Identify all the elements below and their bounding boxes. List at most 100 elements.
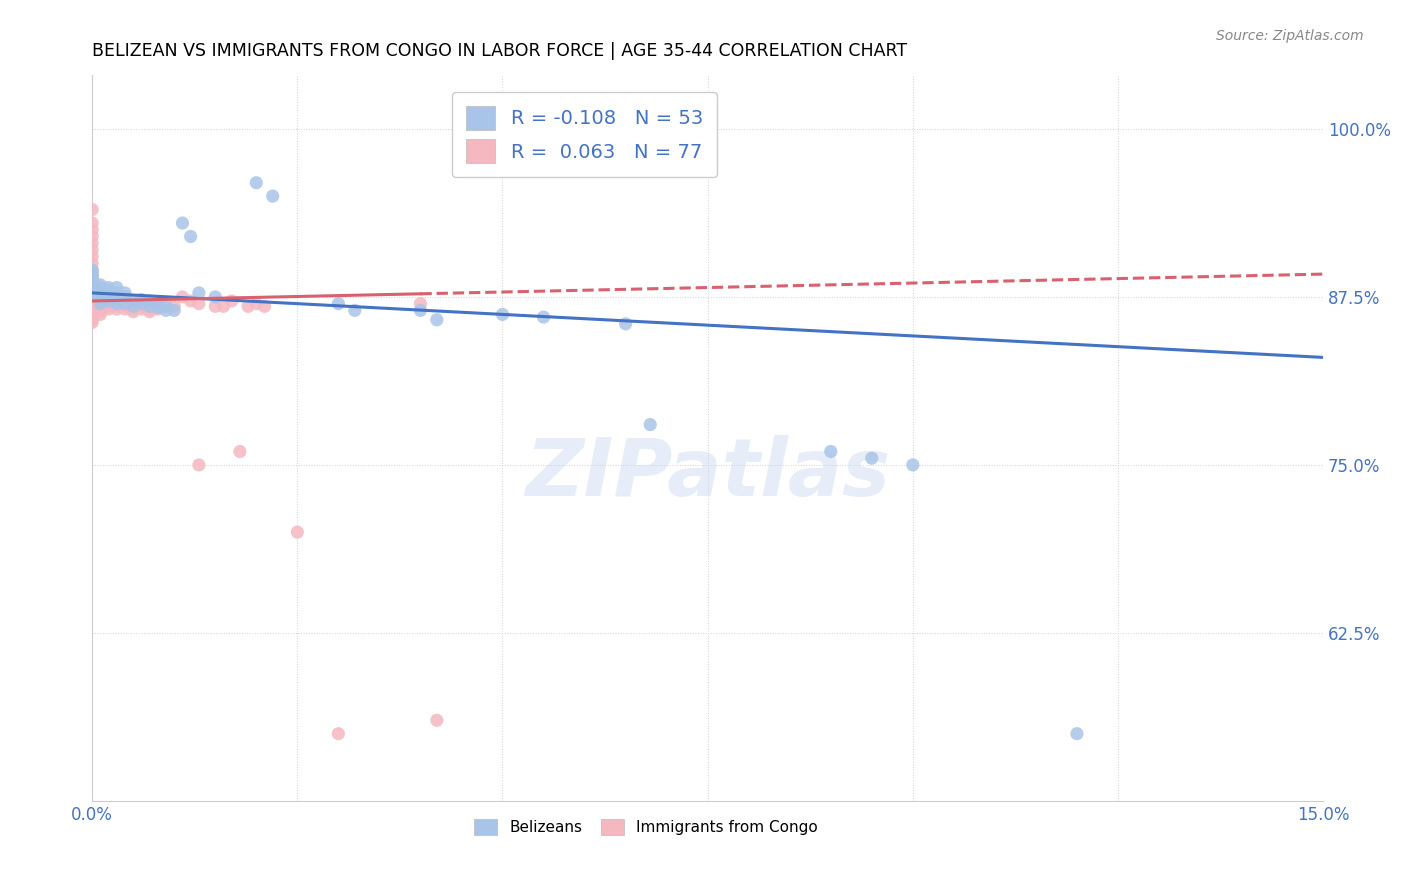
Point <box>97 285 120 300</box>
Point <box>285 525 308 540</box>
Point <box>89 296 111 310</box>
Point <box>114 290 136 304</box>
Point <box>89 277 111 292</box>
Point <box>97 290 120 304</box>
Point <box>97 293 120 308</box>
Point <box>89 304 111 318</box>
Point <box>155 303 177 318</box>
Point <box>155 299 177 313</box>
Point <box>131 293 153 307</box>
Point <box>97 299 120 313</box>
Point <box>105 291 128 305</box>
Point <box>131 296 153 310</box>
Point <box>122 299 145 313</box>
Point <box>82 272 104 286</box>
Point <box>82 316 104 330</box>
Point <box>82 256 104 270</box>
Point <box>533 310 555 324</box>
Legend: Belizeans, Immigrants from Congo: Belizeans, Immigrants from Congo <box>465 810 827 844</box>
Point <box>82 250 104 264</box>
Point <box>82 236 104 251</box>
Point <box>82 223 104 237</box>
Point <box>114 285 136 300</box>
Point <box>82 304 104 318</box>
Point <box>328 296 350 310</box>
Point <box>82 263 104 277</box>
Point <box>89 288 111 302</box>
Point <box>180 293 202 308</box>
Point <box>114 299 136 313</box>
Point <box>638 417 661 432</box>
Point <box>105 299 128 313</box>
Point <box>82 277 104 292</box>
Point <box>343 303 366 318</box>
Point <box>163 303 186 318</box>
Point <box>82 268 104 283</box>
Point <box>82 288 104 302</box>
Point <box>245 296 267 310</box>
Point <box>491 307 513 321</box>
Point <box>820 444 842 458</box>
Point <box>187 296 209 310</box>
Point <box>82 280 104 294</box>
Point <box>97 283 120 297</box>
Point <box>82 291 104 305</box>
Point <box>221 293 243 308</box>
Point <box>82 280 104 294</box>
Point <box>105 301 128 316</box>
Point <box>114 296 136 310</box>
Point <box>860 451 883 466</box>
Point <box>187 458 209 472</box>
Point <box>82 299 104 313</box>
Point <box>89 285 111 300</box>
Point <box>146 299 169 313</box>
Point <box>82 243 104 257</box>
Point <box>82 293 104 308</box>
Point <box>172 290 194 304</box>
Point <box>138 301 160 316</box>
Point <box>89 296 111 310</box>
Point <box>122 293 145 308</box>
Point <box>82 216 104 230</box>
Point <box>89 290 111 304</box>
Point <box>82 307 104 321</box>
Point <box>146 296 169 310</box>
Point <box>89 301 111 316</box>
Point <box>236 299 259 313</box>
Point <box>114 296 136 310</box>
Point <box>82 310 104 324</box>
Point <box>131 301 153 316</box>
Point <box>155 296 177 310</box>
Point <box>901 458 924 472</box>
Point <box>89 280 111 294</box>
Point <box>426 313 449 327</box>
Point <box>1066 727 1088 741</box>
Point <box>262 189 284 203</box>
Point <box>245 176 267 190</box>
Point <box>82 267 104 281</box>
Point <box>138 293 160 308</box>
Point <box>82 277 104 291</box>
Point <box>426 713 449 727</box>
Point <box>614 317 637 331</box>
Point <box>253 299 276 313</box>
Point <box>82 283 104 297</box>
Point <box>89 283 111 297</box>
Point <box>97 288 120 302</box>
Point <box>187 285 209 300</box>
Point <box>131 299 153 313</box>
Point <box>105 293 128 308</box>
Point <box>122 304 145 318</box>
Point <box>180 229 202 244</box>
Point <box>105 280 128 294</box>
Point <box>89 293 111 308</box>
Point <box>82 313 104 327</box>
Point <box>82 274 104 288</box>
Point <box>138 304 160 318</box>
Point <box>89 285 111 300</box>
Point <box>82 229 104 244</box>
Point <box>82 301 104 316</box>
Point <box>89 307 111 321</box>
Point <box>82 285 104 300</box>
Point <box>82 285 104 300</box>
